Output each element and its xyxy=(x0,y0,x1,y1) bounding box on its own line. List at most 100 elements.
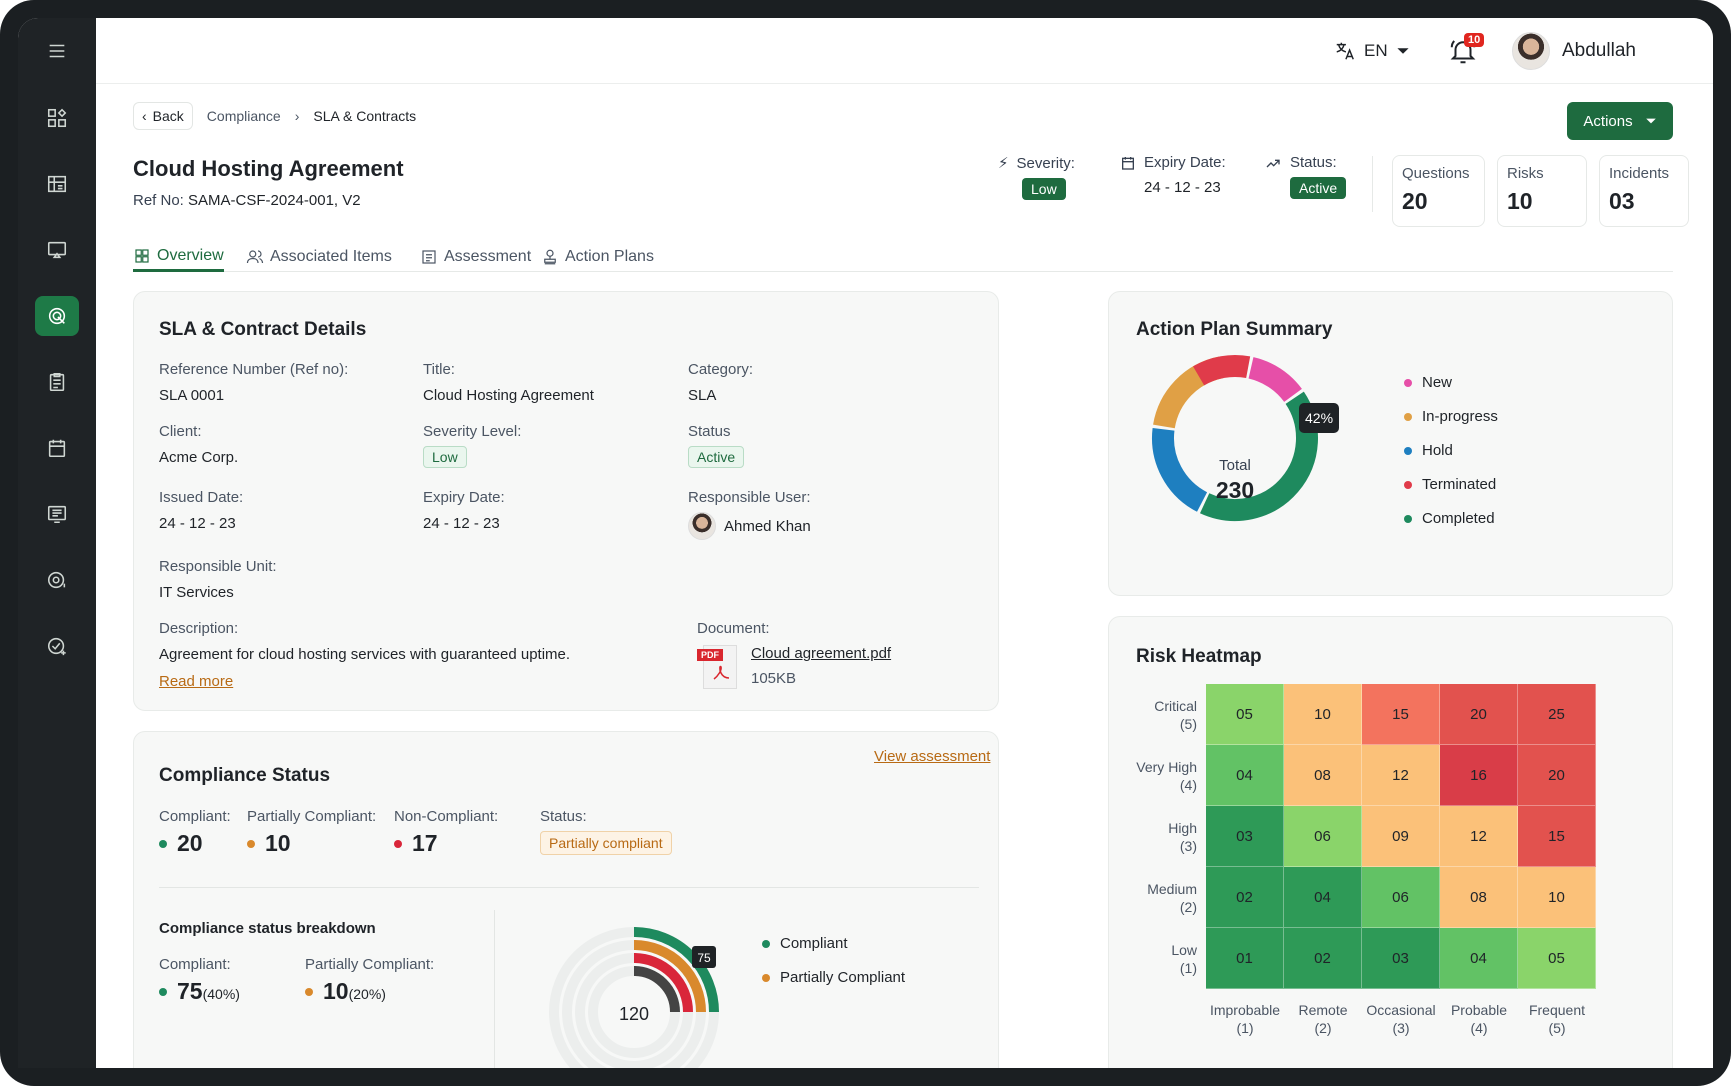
avatar xyxy=(688,512,716,540)
language-label: EN xyxy=(1364,41,1388,60)
col-label-text: Improbable xyxy=(1209,1002,1281,1018)
heatmap-cell[interactable]: 12 xyxy=(1362,745,1440,806)
heatmap-cell[interactable]: 15 xyxy=(1362,684,1440,745)
field-value: IT Services xyxy=(159,584,234,601)
heatmap-cell[interactable]: 16 xyxy=(1440,745,1518,806)
donut-tooltip: 42% xyxy=(1299,403,1340,433)
stat-value: 03 xyxy=(1609,188,1635,214)
field-label: Category: xyxy=(688,361,754,378)
heatmap-cell[interactable]: 15 xyxy=(1518,806,1596,867)
heatmap-row-label: Critical (5) xyxy=(1109,697,1197,733)
document-size: 105KB xyxy=(751,670,797,687)
heatmap-cell[interactable]: 20 xyxy=(1440,684,1518,745)
field-status: Status Active xyxy=(688,423,745,468)
compliance-radial-chart: 120 75 xyxy=(549,927,719,1068)
back-button[interactable]: ‹ Back xyxy=(133,102,193,130)
heatmap-cell[interactable]: 06 xyxy=(1284,806,1362,867)
user-menu[interactable]: Abdullah xyxy=(1512,32,1636,70)
stat-incidents[interactable]: Incidents 03 xyxy=(1599,155,1689,227)
heatmap-cell[interactable]: 10 xyxy=(1284,684,1362,745)
field-responsible-unit: Responsible Unit: IT Services xyxy=(159,558,277,601)
legend-in-progress: In-progress xyxy=(1404,408,1498,425)
heatmap-cell[interactable]: 04 xyxy=(1284,867,1362,928)
non-compliant-count: 17 xyxy=(394,830,438,857)
col-label-level: (4) xyxy=(1470,1020,1488,1036)
audit-icon[interactable] xyxy=(35,560,79,600)
field-value: SLA xyxy=(688,387,717,404)
document-link[interactable]: Cloud agreement.pdf xyxy=(751,645,892,662)
heatmap-cell[interactable]: 02 xyxy=(1284,928,1362,989)
count-value: 10 xyxy=(265,830,291,856)
field-value: Ahmed Khan xyxy=(724,517,811,535)
tab-assessment[interactable]: Assessment xyxy=(420,242,531,272)
calendar-icon[interactable] xyxy=(35,428,79,468)
heatmap-cell[interactable]: 04 xyxy=(1206,745,1284,806)
trend-icon xyxy=(1266,159,1280,167)
field-label: Responsible Unit: xyxy=(159,558,277,575)
row-label-text: Low xyxy=(1171,942,1197,958)
chevron-left-icon: ‹ xyxy=(142,108,147,124)
stat-label: Incidents xyxy=(1609,165,1670,182)
heatmap-cell[interactable]: 05 xyxy=(1518,928,1596,989)
severity-meta: ⚡︎ Severity: Low xyxy=(998,154,1075,200)
row-label-text: Very High xyxy=(1136,759,1197,775)
report-icon[interactable] xyxy=(35,494,79,534)
building-icon[interactable] xyxy=(35,164,79,204)
arc-other xyxy=(633,966,680,1013)
heatmap-cell[interactable]: 10 xyxy=(1518,867,1596,928)
screen-share-icon[interactable] xyxy=(35,230,79,270)
actions-button[interactable]: Actions xyxy=(1567,102,1673,140)
heatmap-cell[interactable]: 20 xyxy=(1518,745,1596,806)
compliance-card: Compliance Status View assessment Compli… xyxy=(133,731,999,1068)
card-title: Risk Heatmap xyxy=(1136,646,1262,667)
heatmap-cell[interactable]: 03 xyxy=(1362,928,1440,989)
approve-icon[interactable] xyxy=(35,626,79,666)
menu-icon[interactable] xyxy=(35,31,79,71)
stat-risks[interactable]: Risks 10 xyxy=(1497,155,1587,227)
assessment-icon xyxy=(422,250,436,264)
stamp-icon xyxy=(544,249,556,265)
compliance-icon[interactable] xyxy=(35,296,79,336)
sidebar xyxy=(18,18,96,1068)
heatmap-cell[interactable]: 12 xyxy=(1440,806,1518,867)
legend-label: Compliant xyxy=(780,935,848,952)
count-value: 20 xyxy=(177,830,203,856)
heatmap-cell[interactable]: 04 xyxy=(1440,928,1518,989)
legend-dot xyxy=(1404,514,1412,523)
divider xyxy=(1372,156,1373,212)
heatmap-cell[interactable]: 03 xyxy=(1206,806,1284,867)
heatmap-cell[interactable]: 06 xyxy=(1362,867,1440,928)
tab-action-plans[interactable]: Action Plans xyxy=(541,242,654,272)
read-more-link[interactable]: Read more xyxy=(159,673,234,690)
view-assessment-link[interactable]: View assessment xyxy=(874,748,991,765)
tab-overview[interactable]: Overview xyxy=(133,242,224,272)
heatmap-cell[interactable]: 08 xyxy=(1284,745,1362,806)
language-selector[interactable]: EN xyxy=(1334,40,1410,62)
ref-label: Ref No: xyxy=(133,192,184,209)
divider xyxy=(159,887,979,888)
breadcrumb-parent[interactable]: Compliance xyxy=(206,108,281,124)
heatmap-row-label: High (3) xyxy=(1109,819,1197,855)
legend-terminated: Terminated xyxy=(1404,476,1496,493)
heatmap-cell[interactable]: 09 xyxy=(1362,806,1440,867)
chevron-right-icon: › xyxy=(294,108,300,124)
field-label: Severity Level: xyxy=(423,423,522,440)
heatmap-cell[interactable]: 08 xyxy=(1440,867,1518,928)
field-ref: Reference Number (Ref no): SLA 0001 xyxy=(159,361,348,404)
stat-value: 20 xyxy=(1402,188,1428,214)
heatmap-cell[interactable]: 05 xyxy=(1206,684,1284,745)
heatmap-cell[interactable]: 25 xyxy=(1518,684,1596,745)
stat-questions[interactable]: Questions 20 xyxy=(1392,155,1485,227)
severity-label: Severity: xyxy=(1016,154,1075,172)
heatmap-cell[interactable]: 01 xyxy=(1206,928,1284,989)
stat-label: Questions xyxy=(1402,165,1470,182)
field-category: Category: SLA xyxy=(688,361,753,404)
donut-slice-hold xyxy=(1152,427,1208,512)
partial-label: Partially Compliant: xyxy=(247,808,377,825)
tab-associated-items[interactable]: Associated Items xyxy=(246,242,392,272)
heatmap-cell[interactable]: 02 xyxy=(1206,867,1284,928)
breadcrumb: ‹ Back Compliance › SLA & Contracts xyxy=(133,102,416,130)
field-severity: Severity Level: Low xyxy=(423,423,521,468)
dashboard-icon[interactable] xyxy=(35,98,79,138)
clipboard-icon[interactable] xyxy=(35,362,79,402)
